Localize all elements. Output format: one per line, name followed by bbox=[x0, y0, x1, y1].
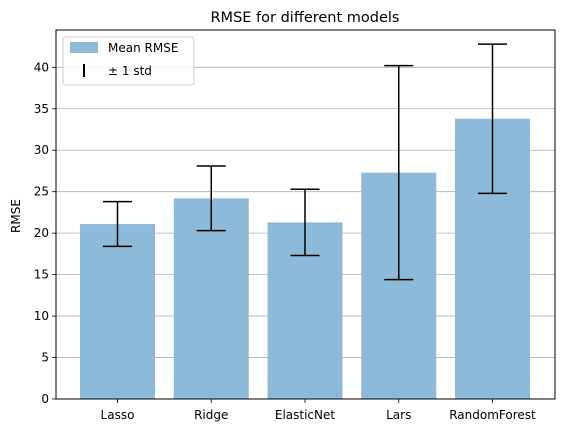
error-bar-randomforest bbox=[478, 43, 507, 195]
bar-lasso bbox=[80, 224, 155, 399]
legend: Mean RMSE ± 1 std bbox=[62, 36, 195, 86]
x-tick-label: RandomForest bbox=[449, 408, 536, 422]
y-tick-label: 15 bbox=[34, 268, 49, 282]
legend-bar-swatch bbox=[70, 42, 98, 53]
error-bar-lasso bbox=[103, 200, 132, 248]
legend-mean-label: Mean RMSE bbox=[108, 41, 178, 55]
y-tick-label: 0 bbox=[41, 392, 49, 406]
bars bbox=[80, 118, 530, 400]
y-tick-label: 10 bbox=[34, 309, 49, 323]
error-bars bbox=[103, 43, 507, 281]
error-bar-elasticnet bbox=[290, 188, 320, 257]
error-bar-ridge bbox=[196, 165, 226, 232]
y-tick-label: 40 bbox=[34, 60, 49, 74]
x-tick-label: Ridge bbox=[194, 408, 228, 422]
x-tick-label: Lars bbox=[386, 408, 411, 422]
y-axis-ticks: 0 5 10 15 20 25 30 35 40 bbox=[34, 60, 56, 406]
y-tick-label: 30 bbox=[34, 143, 49, 157]
y-tick-label: 25 bbox=[34, 185, 49, 199]
x-tick-label: ElasticNet bbox=[275, 408, 336, 422]
chart-title: RMSE for different models bbox=[210, 10, 399, 26]
y-tick-label: 20 bbox=[34, 226, 49, 240]
bar-ridge bbox=[173, 198, 249, 399]
y-tick-label: 35 bbox=[34, 102, 49, 116]
x-axis-ticks: Lasso Ridge ElasticNet Lars RandomForest bbox=[101, 399, 536, 422]
error-bar-lars bbox=[384, 64, 414, 281]
legend-std-label: ± 1 std bbox=[108, 64, 152, 78]
y-axis-label: RMSE bbox=[9, 199, 23, 233]
x-tick-label: Lasso bbox=[101, 408, 135, 422]
plot-frame bbox=[55, 29, 556, 400]
y-tick-label: 5 bbox=[41, 351, 49, 365]
